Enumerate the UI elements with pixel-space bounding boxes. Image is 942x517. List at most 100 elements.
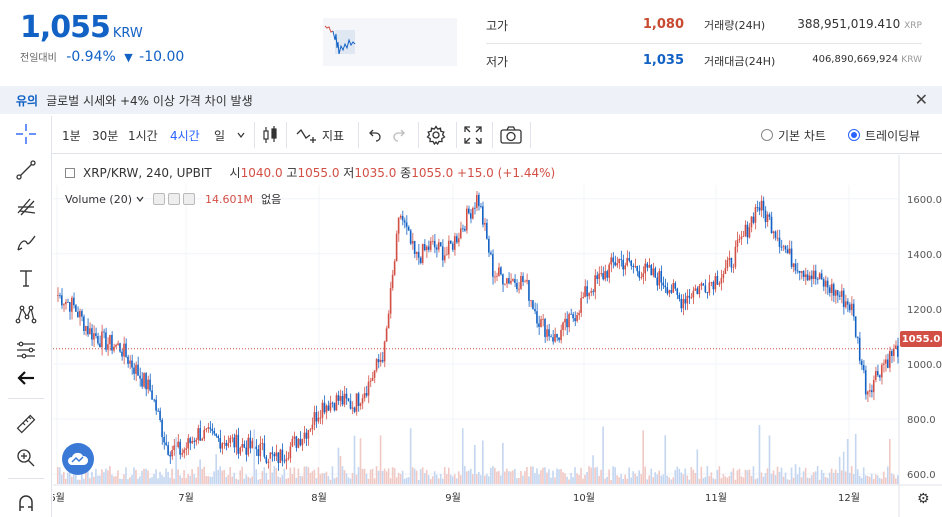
candle-body xyxy=(371,377,374,381)
candle-body xyxy=(718,283,721,285)
magnet-icon[interactable] xyxy=(12,488,40,516)
candle-body xyxy=(584,286,586,298)
volume-bar xyxy=(153,473,155,484)
candle-body xyxy=(81,311,83,317)
candle-body xyxy=(602,273,604,280)
candle-body xyxy=(269,452,272,462)
volume-bar xyxy=(634,473,636,484)
basic-chart-radio[interactable]: 기본 차트 xyxy=(761,116,826,154)
redo-button[interactable] xyxy=(392,116,408,154)
volume-bar xyxy=(307,467,310,484)
gear-icon[interactable] xyxy=(168,193,180,205)
volume-bar xyxy=(610,479,612,484)
candle-body xyxy=(820,273,823,280)
candle-body xyxy=(139,375,141,379)
volume-bar xyxy=(333,478,336,484)
volume-bar xyxy=(349,478,352,484)
interval-1h[interactable]: 1시간 xyxy=(128,116,158,154)
back-arrow-icon[interactable] xyxy=(12,364,40,392)
candle-body xyxy=(564,318,566,323)
interval-day[interactable]: 일 xyxy=(214,116,225,154)
settings-button[interactable] xyxy=(426,116,446,154)
candle-body xyxy=(193,440,195,442)
x-tick-label: 6월 xyxy=(53,492,65,504)
fib-icon[interactable] xyxy=(12,192,40,220)
candle-body xyxy=(536,311,538,324)
volume-bar xyxy=(105,468,107,484)
cloud-icon xyxy=(68,452,89,465)
brush-icon[interactable] xyxy=(12,228,40,256)
change-percent: -0.94% xyxy=(66,49,116,65)
eye-icon[interactable] xyxy=(153,193,165,205)
candle-body xyxy=(804,274,807,277)
candle-body xyxy=(415,252,418,254)
candle-body xyxy=(407,226,410,231)
candle-body xyxy=(814,270,817,279)
volume-bar xyxy=(453,474,456,484)
volume-bar xyxy=(864,475,867,484)
price-chart[interactable]: 600.0 800.0 1000.0 1200.0 1400.0 1600.0 6월 7월 8월… xyxy=(49,155,942,517)
close-icon[interactable]: ✕ xyxy=(914,90,928,109)
volume-bar xyxy=(706,466,709,484)
interval-dropdown[interactable] xyxy=(236,116,246,154)
zoom-icon[interactable] xyxy=(12,444,40,472)
candle-body xyxy=(245,447,248,455)
candle-body xyxy=(858,337,861,361)
y-tick-label: 1400.0 xyxy=(907,250,942,261)
pattern-icon[interactable] xyxy=(12,300,40,328)
tradingview-radio[interactable]: 트레이딩뷰 xyxy=(848,116,920,154)
candle-body xyxy=(235,434,238,448)
candle-body xyxy=(778,237,781,247)
volume-bar xyxy=(309,472,312,484)
volume-bar xyxy=(588,466,590,484)
undo-button[interactable] xyxy=(366,116,382,154)
screenshot-button[interactable] xyxy=(500,116,522,154)
volume-bar xyxy=(157,478,159,484)
candle-body xyxy=(634,266,636,267)
crosshair-icon[interactable] xyxy=(12,120,40,148)
chevron-down-icon[interactable] xyxy=(135,194,145,204)
indicators-button[interactable]: 지표 xyxy=(296,116,344,154)
interval-1m[interactable]: 1분 xyxy=(62,116,81,154)
volume-bar xyxy=(896,475,899,484)
volume-bar xyxy=(882,471,885,484)
interval-4h[interactable]: 4시간 xyxy=(170,116,200,154)
candle-body xyxy=(856,336,859,338)
volume-bar xyxy=(331,466,334,484)
volume-bar xyxy=(692,469,695,484)
volume-bar xyxy=(718,466,721,484)
candle-body xyxy=(163,437,165,443)
volume-bar xyxy=(227,475,230,484)
candle-body xyxy=(642,273,644,278)
ruler-icon[interactable] xyxy=(12,410,40,438)
candle-body xyxy=(608,264,610,278)
volume-bar xyxy=(177,469,179,484)
candle-body xyxy=(560,329,562,341)
volume-bar xyxy=(844,471,847,484)
volume-bar xyxy=(199,459,201,484)
candle-type-button[interactable] xyxy=(262,116,278,154)
candle-body xyxy=(251,440,254,449)
volume-bar xyxy=(518,477,520,484)
candle-body xyxy=(93,333,95,340)
tradingview-logo[interactable] xyxy=(62,443,94,475)
candle-body xyxy=(71,297,73,312)
interval-30m[interactable]: 30분 xyxy=(92,116,118,154)
candle-body xyxy=(273,454,276,457)
candle-body xyxy=(169,454,171,457)
volume-bar xyxy=(712,478,715,484)
volume-bar xyxy=(630,477,632,484)
trend-line-icon[interactable] xyxy=(12,156,40,184)
close-icon[interactable] xyxy=(183,193,195,205)
chart-canvas[interactable]: 600.0 800.0 1000.0 1200.0 1400.0 1600.0 6월 7월 8월… xyxy=(49,155,942,517)
collapse-icon[interactable] xyxy=(65,168,75,178)
text-icon[interactable] xyxy=(12,264,40,292)
volume-bar xyxy=(826,478,829,484)
volume-bar xyxy=(762,476,765,484)
candle-body xyxy=(630,260,632,266)
candle-body xyxy=(225,442,228,446)
candle-body xyxy=(475,194,478,208)
measure-lines-icon[interactable] xyxy=(12,336,40,364)
volume-bar xyxy=(618,477,620,484)
fullscreen-button[interactable] xyxy=(464,116,482,154)
